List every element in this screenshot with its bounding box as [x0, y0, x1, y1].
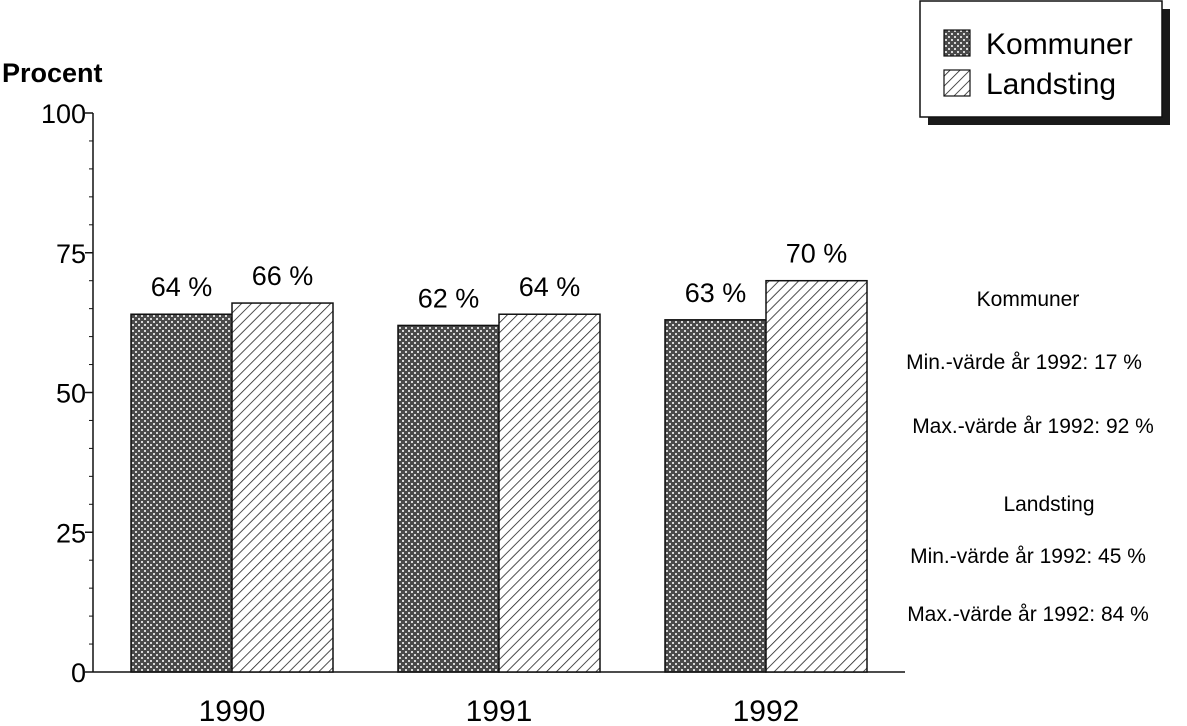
bar-landsting-1992: [765, 279, 868, 673]
data-label-landsting-1992: 70 %: [786, 239, 848, 269]
legend-swatch-landsting: [943, 69, 971, 97]
note-landsting-min: Min.-värde år 1992: 45 %: [910, 545, 1146, 568]
data-label-landsting-1991: 64 %: [519, 272, 581, 302]
data-label-landsting-1990: 66 %: [252, 261, 314, 291]
bar-landsting-1990: [231, 302, 334, 673]
category-labels: 1990 1991 1992: [199, 695, 800, 726]
data-label-kommuner-1991: 62 %: [418, 283, 480, 313]
note-landsting-heading: Landsting: [1003, 493, 1094, 516]
note-kommuner-min: Min.-värde år 1992: 17 %: [906, 351, 1142, 374]
legend-box: [919, 0, 1163, 118]
y-tick-label: 0: [71, 658, 86, 688]
bar-landsting-1991: [498, 313, 601, 673]
y-axis-title: Procent: [2, 58, 103, 88]
note-kommuner-max: Max.-värde år 1992: 92 %: [912, 415, 1154, 438]
data-labels: 64 % 66 % 62 % 64 % 63 % 70 %: [151, 239, 848, 314]
bar-kommuner-1992: [664, 319, 767, 673]
x-category-label: 1992: [733, 695, 800, 726]
y-tick-label: 25: [56, 518, 86, 548]
data-label-kommuner-1992: 63 %: [685, 278, 747, 308]
y-tick-label: 100: [41, 99, 86, 129]
note-kommuner-heading: Kommuner: [977, 288, 1080, 311]
bar-kommuner-1991: [397, 324, 500, 673]
legend-swatch-kommuner: [943, 29, 971, 57]
note-landsting-max: Max.-värde år 1992: 84 %: [907, 603, 1149, 626]
bar-kommuner-1990: [130, 313, 233, 673]
y-ticks: 0 25 50 75 100: [41, 99, 93, 688]
x-category-label: 1990: [199, 695, 266, 726]
data-label-kommuner-1990: 64 %: [151, 272, 213, 302]
bars: [130, 279, 868, 673]
legend-label-kommuner: Kommuner: [986, 28, 1133, 61]
y-tick-label: 75: [56, 239, 86, 269]
x-category-label: 1991: [466, 695, 533, 726]
legend-label-landsting: Landsting: [986, 68, 1116, 101]
side-annotations: Kommuner Min.-värde år 1992: 17 % Max.-v…: [906, 288, 1154, 626]
y-tick-label: 50: [56, 379, 86, 409]
legend: Kommuner Landsting: [919, 0, 1170, 125]
